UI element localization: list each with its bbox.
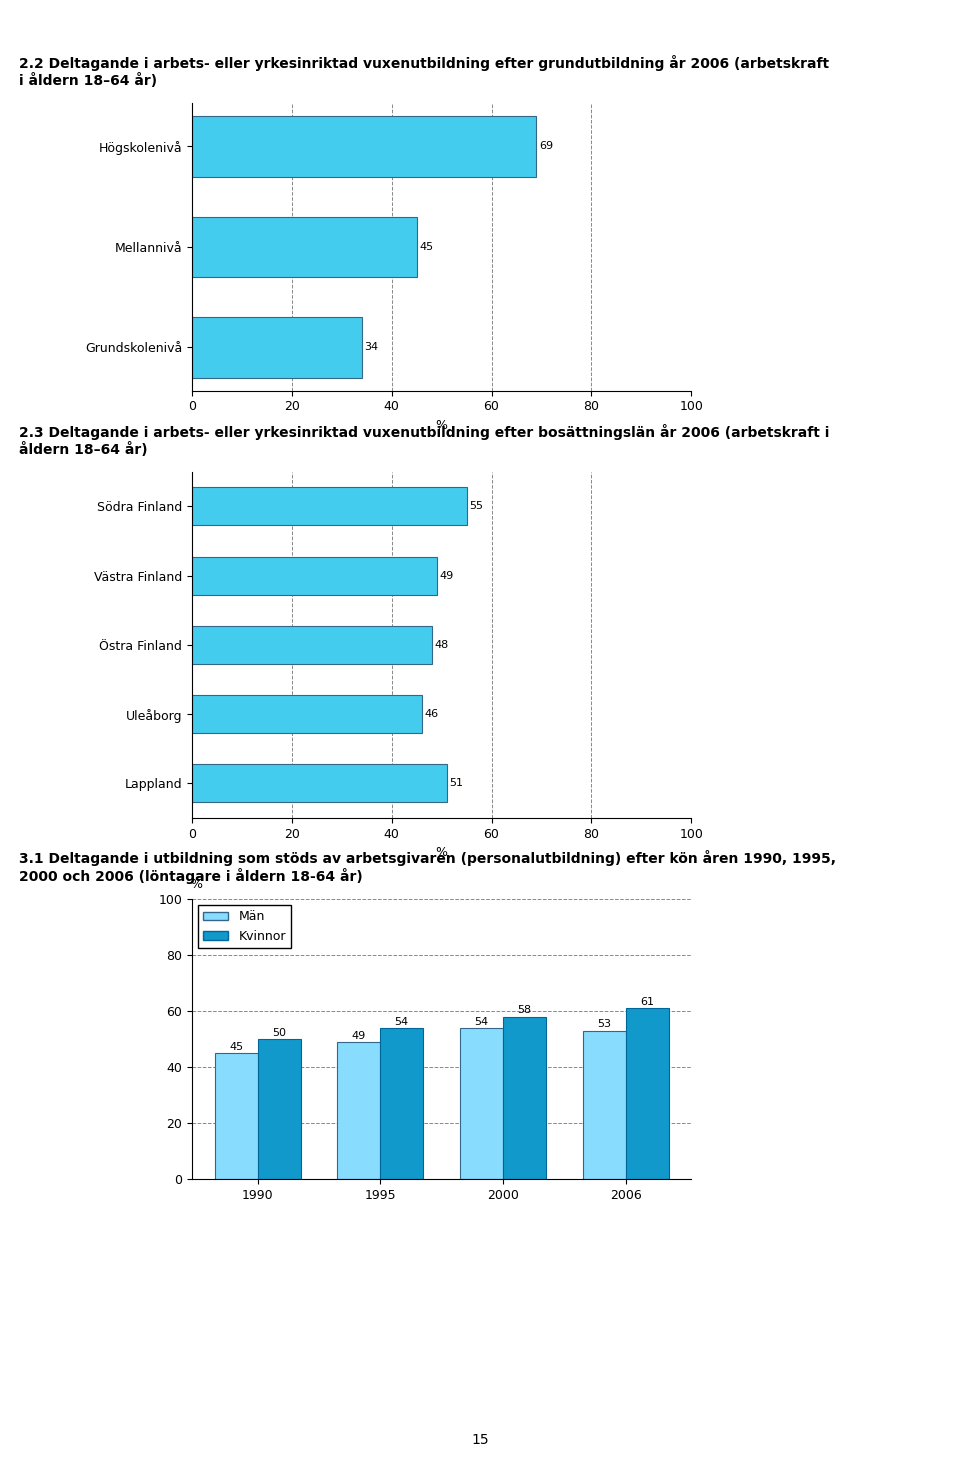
Bar <box>626 1008 668 1179</box>
Text: 49: 49 <box>439 570 453 581</box>
Text: 15: 15 <box>471 1434 489 1447</box>
Bar <box>192 557 437 594</box>
Bar <box>583 1030 626 1179</box>
Text: 69: 69 <box>539 142 553 152</box>
Text: 2.2 Deltagande i arbets- eller yrkesinriktad vuxenutbildning efter grundutbildni: 2.2 Deltagande i arbets- eller yrkesinri… <box>19 55 829 88</box>
Text: 3.1 Deltagande i utbildning som stöds av arbetsgivaren (personalutbildning) efte: 3.1 Deltagande i utbildning som stöds av… <box>19 850 836 884</box>
Bar <box>192 696 421 733</box>
Text: 58: 58 <box>517 1005 532 1016</box>
Text: 45: 45 <box>229 1042 243 1052</box>
Bar <box>215 1052 257 1179</box>
Bar <box>192 317 362 377</box>
Text: 54: 54 <box>395 1017 409 1026</box>
Text: 55: 55 <box>469 501 483 511</box>
Bar <box>337 1042 380 1179</box>
Text: 34: 34 <box>364 342 378 352</box>
Bar <box>380 1027 423 1179</box>
Bar <box>192 217 417 277</box>
Text: 51: 51 <box>449 778 463 789</box>
Legend: Män, Kvinnor: Män, Kvinnor <box>199 905 291 948</box>
Text: 2.3 Deltagande i arbets- eller yrkesinriktad vuxenutbildning efter bosättningslä: 2.3 Deltagande i arbets- eller yrkesinri… <box>19 423 829 457</box>
X-axis label: %: % <box>436 846 447 859</box>
Text: 50: 50 <box>272 1027 286 1038</box>
Text: %: % <box>190 877 203 890</box>
Text: 61: 61 <box>640 996 654 1007</box>
Bar <box>192 626 432 663</box>
Bar <box>460 1027 503 1179</box>
Text: 53: 53 <box>597 1020 612 1029</box>
Bar <box>257 1039 300 1179</box>
Bar <box>192 764 446 802</box>
X-axis label: %: % <box>436 419 447 432</box>
Bar <box>192 488 467 526</box>
Text: 45: 45 <box>420 242 433 252</box>
Text: 46: 46 <box>424 709 439 719</box>
Bar <box>503 1017 546 1179</box>
Text: 49: 49 <box>351 1030 366 1041</box>
Text: 54: 54 <box>474 1017 489 1026</box>
Bar <box>192 116 537 177</box>
Text: 48: 48 <box>434 640 448 650</box>
